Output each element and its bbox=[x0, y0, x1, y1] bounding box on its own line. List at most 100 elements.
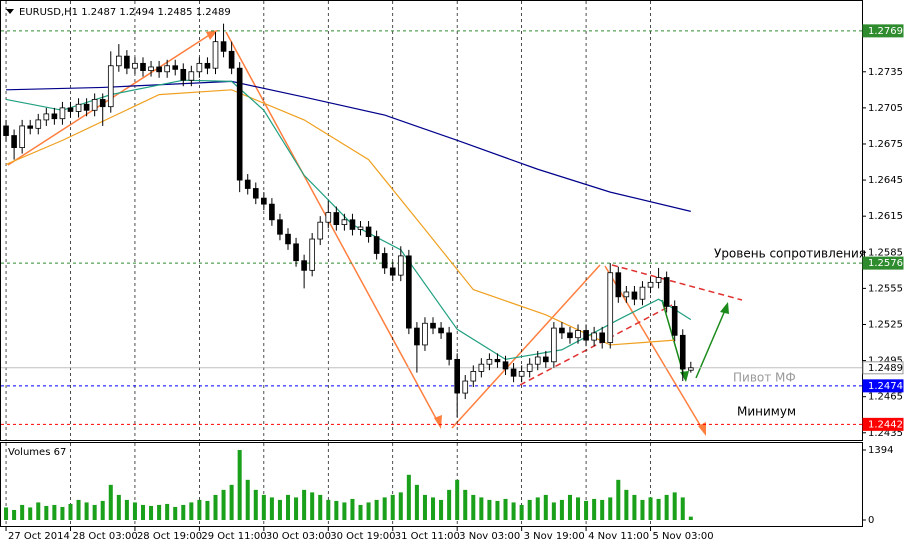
candle-body bbox=[510, 368, 517, 377]
volume-bar bbox=[68, 503, 73, 520]
candle-body bbox=[116, 55, 122, 67]
candle-body bbox=[67, 107, 74, 112]
volume-bar bbox=[439, 499, 444, 520]
candle-body bbox=[599, 332, 606, 343]
volume-bar bbox=[237, 450, 242, 520]
volume-bar bbox=[511, 502, 516, 520]
candle-body bbox=[269, 203, 275, 221]
volume-bar bbox=[197, 499, 202, 520]
volume-bar bbox=[149, 505, 154, 520]
volume-bar bbox=[350, 498, 355, 520]
candle-body bbox=[333, 212, 340, 226]
level-label-box bbox=[862, 361, 904, 375]
volume-bar bbox=[406, 474, 411, 520]
trend-arrow bbox=[604, 265, 704, 431]
x-tick-label: 29 Oct 11:00 bbox=[201, 531, 266, 542]
candle-body bbox=[132, 62, 138, 69]
candle-body bbox=[204, 62, 211, 69]
volume-bar bbox=[213, 494, 218, 520]
level-label-box bbox=[862, 417, 904, 431]
volume-bar bbox=[165, 503, 170, 520]
candle-body bbox=[542, 356, 549, 363]
candle-body bbox=[373, 236, 380, 254]
x-tick-label: 3 Nov 19:00 bbox=[524, 531, 585, 542]
candle-body bbox=[462, 380, 469, 394]
candle-body bbox=[59, 107, 66, 120]
y-tick-label: 1.2495 bbox=[868, 356, 903, 367]
candle-body bbox=[591, 332, 597, 341]
volume-bar bbox=[503, 498, 508, 520]
volume-bar bbox=[527, 499, 532, 520]
candle-body bbox=[422, 322, 428, 346]
volume-bar bbox=[100, 500, 105, 520]
volume-label: Volumes 67 bbox=[8, 447, 66, 458]
volume-bar bbox=[471, 494, 476, 520]
candle-body bbox=[663, 277, 670, 307]
candle-body bbox=[671, 306, 678, 336]
candle-body bbox=[414, 327, 420, 346]
y-tick-label: 1.2465 bbox=[868, 392, 903, 403]
candle-body bbox=[35, 119, 42, 129]
volume-bar bbox=[390, 494, 395, 520]
channel-line bbox=[611, 264, 743, 301]
candle-body bbox=[11, 135, 17, 148]
y-tick-label: 1.2735 bbox=[868, 67, 903, 78]
volume-bar bbox=[116, 494, 121, 520]
volume-panel bbox=[0, 442, 863, 527]
volume-bar bbox=[656, 498, 661, 520]
trend-line bbox=[451, 264, 601, 429]
volume-bar bbox=[173, 506, 178, 520]
volume-bar bbox=[245, 479, 250, 520]
candle-body bbox=[687, 367, 694, 371]
x-tick-label: 4 Nov 11:00 bbox=[588, 531, 649, 542]
annotation: Уровень сопротивления bbox=[714, 247, 866, 261]
volume-bar bbox=[672, 492, 677, 520]
candle-body bbox=[252, 188, 259, 199]
x-tick-label: 28 Oct 03:00 bbox=[72, 531, 137, 542]
candle-body bbox=[623, 291, 630, 298]
candle-body bbox=[124, 55, 130, 69]
candle-body bbox=[567, 332, 573, 339]
y-tick-label: 1.2585 bbox=[868, 247, 903, 258]
volume-bar bbox=[28, 507, 33, 520]
candle-body bbox=[220, 41, 227, 52]
x-tick-label: 31 Oct 11:00 bbox=[395, 531, 460, 542]
forecast-arrow bbox=[695, 307, 727, 379]
volume-bar bbox=[374, 499, 379, 520]
candle-body bbox=[438, 327, 444, 334]
candle-body bbox=[19, 125, 25, 148]
volume-bar bbox=[519, 504, 524, 520]
candle-body bbox=[478, 363, 485, 372]
level-label: 1.2474 bbox=[868, 381, 903, 392]
x-tick-label: 30 Oct 03:00 bbox=[266, 531, 331, 542]
menu-icon[interactable] bbox=[6, 9, 14, 14]
candle-body bbox=[494, 358, 501, 363]
candle-body bbox=[236, 67, 243, 181]
level-label: 1.2442 bbox=[868, 419, 903, 430]
candle-body bbox=[631, 291, 638, 300]
arrow-head bbox=[434, 415, 442, 429]
volume-bar bbox=[342, 502, 347, 520]
candle-body bbox=[639, 286, 646, 300]
volume-bar bbox=[463, 489, 468, 520]
candle-body bbox=[518, 371, 525, 377]
candle-body bbox=[454, 358, 460, 394]
candle-body bbox=[228, 50, 235, 69]
arrow-head bbox=[680, 371, 689, 382]
level-label: 1.2489 bbox=[868, 363, 903, 374]
candle-body bbox=[647, 281, 654, 288]
candle-body bbox=[27, 125, 34, 129]
volume-bar bbox=[487, 499, 492, 520]
x-tick-label: 3 Nov 03:00 bbox=[459, 531, 520, 542]
volume-bar bbox=[358, 504, 363, 520]
volume-bar bbox=[431, 497, 436, 520]
volume-bar bbox=[334, 500, 339, 520]
candle-body bbox=[309, 238, 315, 271]
x-tick-label: 5 Nov 03:00 bbox=[653, 531, 714, 542]
trend-arrow bbox=[225, 31, 440, 425]
volume-bar bbox=[640, 499, 645, 520]
volume-bar bbox=[261, 494, 266, 520]
annotation: Минимум bbox=[737, 405, 796, 419]
y-tick-label: 0 bbox=[868, 515, 874, 526]
